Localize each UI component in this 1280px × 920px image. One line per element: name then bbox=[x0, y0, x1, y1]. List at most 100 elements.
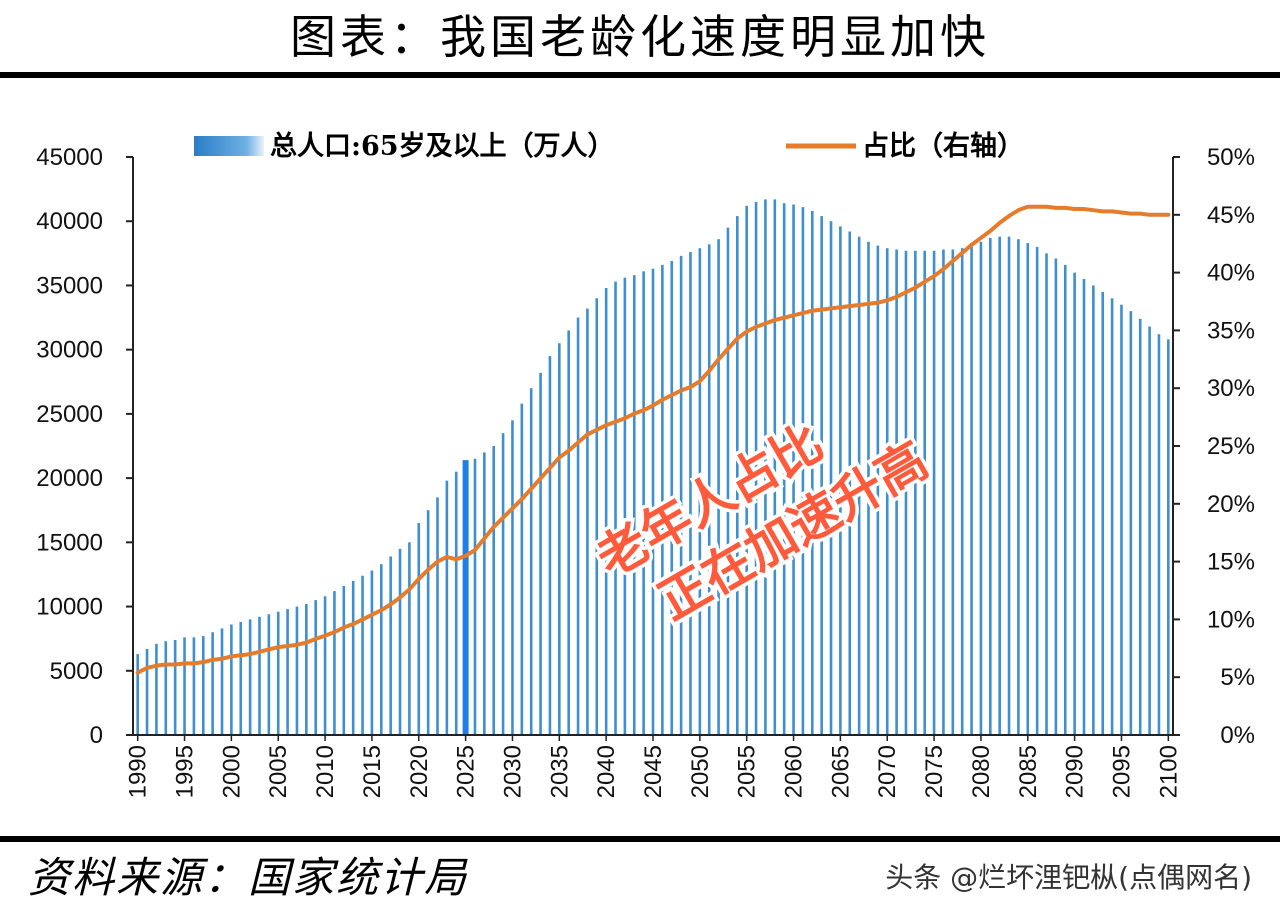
bar-1995 bbox=[183, 637, 186, 735]
bar-2084 bbox=[1017, 239, 1020, 735]
left-tick-label: 30000 bbox=[36, 337, 103, 364]
left-tick-label: 25000 bbox=[36, 401, 103, 428]
right-axis-ticks: 0% 5% 10% 15% 20% 25% 30% 35% 40% 45% 50% bbox=[1173, 144, 1255, 749]
bar-2079 bbox=[970, 246, 973, 735]
bar-2001 bbox=[239, 621, 243, 735]
bar-2026 bbox=[473, 458, 477, 735]
x-tick-label: 2005 bbox=[265, 745, 292, 798]
right-tick-label: 5% bbox=[1220, 664, 1255, 691]
bar-1997 bbox=[201, 636, 205, 735]
bar-2000 bbox=[230, 624, 233, 735]
bar-2087 bbox=[1045, 253, 1048, 735]
bar-2055 bbox=[745, 205, 748, 735]
x-tick-label: 2075 bbox=[921, 745, 948, 798]
right-tick-label: 50% bbox=[1207, 144, 1255, 171]
bar-2060 bbox=[792, 204, 795, 735]
bar-series bbox=[136, 199, 1170, 736]
bar-2008 bbox=[305, 603, 308, 735]
bar-2061 bbox=[801, 207, 805, 736]
bar-2073 bbox=[914, 250, 917, 735]
legend-line-label: 占比（右轴） bbox=[862, 131, 1024, 162]
bar-2009 bbox=[314, 600, 317, 735]
bar-2077 bbox=[951, 249, 955, 736]
bar-highlight-2025 bbox=[462, 460, 469, 735]
bar-2045 bbox=[651, 268, 655, 735]
bar-2042 bbox=[623, 277, 627, 735]
bar-2043 bbox=[632, 275, 636, 735]
bar-2049 bbox=[689, 252, 692, 736]
bar-2078 bbox=[960, 248, 964, 735]
bar-2067 bbox=[857, 236, 861, 735]
bar-2050 bbox=[698, 248, 702, 735]
bar-2053 bbox=[726, 227, 730, 735]
bar-2054 bbox=[736, 216, 739, 735]
bar-2089 bbox=[1063, 264, 1067, 735]
bar-2094 bbox=[1110, 298, 1114, 735]
bar-1991 bbox=[145, 648, 149, 735]
bar-2063 bbox=[820, 216, 823, 735]
bar-2059 bbox=[782, 203, 786, 735]
left-tick-label: 5000 bbox=[50, 658, 103, 685]
bar-2019 bbox=[408, 542, 411, 735]
bar-2096 bbox=[1129, 311, 1133, 735]
right-tick-label: 10% bbox=[1207, 606, 1255, 633]
bar-2027 bbox=[483, 452, 486, 735]
bar-2071 bbox=[895, 249, 898, 736]
bar-2066 bbox=[848, 231, 852, 735]
bar-2033 bbox=[539, 372, 542, 735]
x-tick-label: 2020 bbox=[406, 745, 433, 798]
bar-2072 bbox=[904, 250, 908, 735]
bar-1992 bbox=[155, 643, 158, 735]
x-tick-label: 2065 bbox=[827, 745, 854, 798]
bar-2029 bbox=[501, 433, 505, 735]
left-tick-label: 45000 bbox=[36, 144, 103, 171]
bar-2099 bbox=[1157, 334, 1161, 735]
x-tick-label: 2025 bbox=[453, 745, 480, 798]
x-tick-label: 2050 bbox=[687, 745, 714, 798]
bar-2031 bbox=[520, 403, 524, 735]
bar-2064 bbox=[829, 221, 833, 736]
legend: 总人口:65岁及以上（万人） 占比（右轴） bbox=[194, 131, 1024, 162]
bar-2091 bbox=[1082, 279, 1086, 735]
x-tick-label: 2030 bbox=[499, 745, 526, 798]
right-tick-label: 25% bbox=[1207, 433, 1255, 460]
bar-2012 bbox=[342, 586, 346, 735]
bar-2007 bbox=[295, 606, 299, 735]
bar-2018 bbox=[398, 548, 402, 735]
bar-2080 bbox=[979, 241, 983, 735]
bar-2051 bbox=[707, 244, 711, 735]
bar-2048 bbox=[679, 255, 683, 735]
bar-2075 bbox=[932, 250, 936, 735]
watermark: 头条 @烂坏浬钯枞(点偶网名) bbox=[885, 861, 1252, 894]
x-tick-label: 2035 bbox=[546, 745, 573, 798]
right-tick-label: 30% bbox=[1207, 375, 1255, 402]
chart: 总人口:65岁及以上（万人） 占比（右轴） 0 5000 10000 15000 200… bbox=[36, 131, 1255, 798]
ratio-line bbox=[135, 204, 1171, 675]
bar-2085 bbox=[1026, 243, 1030, 735]
left-axis-ticks: 0 5000 10000 15000 20000 25000 30000 35000 40000… bbox=[36, 144, 133, 749]
left-tick-label: 10000 bbox=[36, 594, 103, 621]
bar-2086 bbox=[1035, 246, 1039, 735]
bottom-divider bbox=[0, 836, 1280, 842]
bar-2003 bbox=[258, 616, 261, 735]
bar-2083 bbox=[1007, 236, 1011, 735]
bar-2005 bbox=[276, 611, 280, 735]
x-tick-label: 2010 bbox=[312, 745, 339, 798]
bar-2092 bbox=[1092, 285, 1095, 735]
bar-2006 bbox=[286, 609, 289, 735]
bar-1999 bbox=[220, 628, 224, 735]
chart-title: 图表：我国老龄化速度明显加快 bbox=[290, 10, 990, 64]
bar-2014 bbox=[361, 575, 364, 735]
bar-2046 bbox=[661, 264, 664, 735]
bar-2011 bbox=[333, 591, 336, 735]
x-tick-label: 2060 bbox=[781, 745, 808, 798]
x-tick-label: 1990 bbox=[125, 745, 152, 798]
bar-2020 bbox=[417, 523, 421, 735]
bar-2062 bbox=[810, 210, 814, 735]
top-divider bbox=[0, 72, 1280, 78]
bar-2082 bbox=[998, 236, 1001, 735]
bar-2022 bbox=[436, 497, 439, 735]
x-tick-label: 2070 bbox=[874, 745, 901, 798]
bar-2036 bbox=[567, 330, 570, 735]
bar-2041 bbox=[614, 281, 617, 735]
